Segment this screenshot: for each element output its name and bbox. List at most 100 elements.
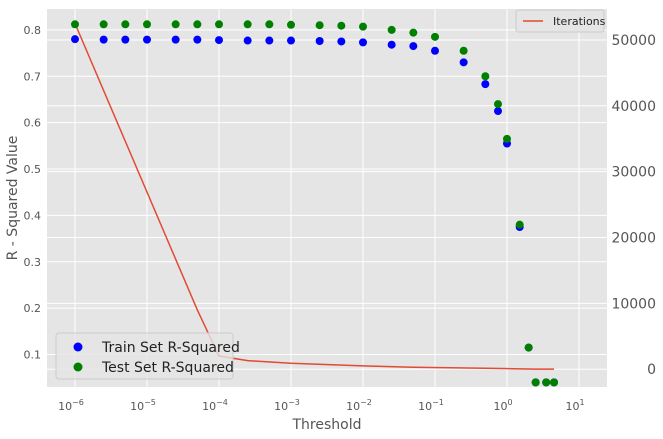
test-point <box>524 343 533 352</box>
x-tick-label: 10−3 <box>274 398 300 413</box>
test-point <box>481 72 490 81</box>
y-tick-label: 0.8 <box>24 24 42 37</box>
y2-tick-label: 40000 <box>611 99 656 115</box>
train-point <box>431 46 439 55</box>
legend-line: Iterations <box>515 9 606 33</box>
test-point <box>459 46 468 55</box>
x-tick-label: 10−4 <box>202 398 228 413</box>
test-point <box>215 20 223 29</box>
test-point <box>121 20 130 29</box>
x-tick-exponent: −1 <box>432 398 444 407</box>
train-point <box>71 35 79 44</box>
test-point <box>550 378 559 387</box>
y-tick-label: 0.7 <box>24 70 42 83</box>
legend-scatter-box <box>55 332 234 380</box>
test-point <box>409 28 418 37</box>
test-point <box>531 378 540 387</box>
legend-line-box <box>515 9 605 33</box>
x-tick-label: 10−6 <box>58 398 84 413</box>
x-axis-label: Threshold <box>292 417 362 433</box>
legend-scatter: Train Set R-Squared Test Set R-Squared <box>55 332 240 380</box>
legend-swatch-test <box>73 362 83 372</box>
train-point <box>193 35 202 44</box>
y2-tick-label: 30000 <box>611 165 656 181</box>
train-point <box>215 36 223 45</box>
train-point <box>171 35 180 44</box>
test-point <box>99 20 108 29</box>
x-tick-base: 10 <box>202 400 216 413</box>
train-point <box>409 42 418 51</box>
x-tick-base: 10 <box>493 400 507 413</box>
test-point <box>542 378 551 387</box>
train-point <box>287 36 295 45</box>
y-tick-label: 0.5 <box>24 163 42 176</box>
train-point <box>315 37 324 45</box>
y-tick-label: 0.2 <box>24 302 42 315</box>
x-tick-base: 10 <box>346 400 360 413</box>
legend-swatch-train <box>73 342 83 352</box>
train-point <box>99 35 108 44</box>
x-tick-base: 10 <box>130 400 144 413</box>
test-point <box>387 25 396 34</box>
plot-area <box>47 9 607 387</box>
test-point <box>337 21 346 30</box>
x-tick-exponent: −6 <box>72 398 84 407</box>
train-point <box>359 38 367 47</box>
y-tick-label: 0.3 <box>24 256 42 269</box>
train-point <box>265 36 274 45</box>
x-tick-exponent: 1 <box>579 398 584 407</box>
y-tick-label: 0.1 <box>24 349 42 362</box>
test-point <box>287 20 295 29</box>
y2-tick-label: 0 <box>647 362 656 378</box>
legend-line-label: Iterations <box>553 15 606 28</box>
x-tick-label: 10−5 <box>130 398 156 413</box>
test-point <box>515 220 524 229</box>
test-point <box>265 20 274 29</box>
test-point <box>143 20 151 29</box>
y-axis-label: R - Squared Value <box>5 136 21 261</box>
test-point <box>315 21 324 30</box>
x-tick-base: 10 <box>58 400 72 413</box>
y2-tick-label: 50000 <box>611 33 656 49</box>
x-tick-base: 10 <box>565 400 579 413</box>
test-point <box>243 20 252 29</box>
x-tick-base: 10 <box>274 400 288 413</box>
train-point <box>387 40 396 49</box>
test-point <box>431 32 439 41</box>
y2-tick-label: 20000 <box>611 231 656 247</box>
train-point <box>337 37 346 46</box>
x-ticks: 10−6 10−5 10−4 10−3 10−2 10−1 100 101 <box>58 398 584 413</box>
test-point <box>494 100 502 109</box>
x-tick-base: 10 <box>418 400 432 413</box>
train-point <box>459 58 468 67</box>
x-tick-exponent: −3 <box>288 398 300 407</box>
test-point <box>71 20 79 29</box>
x-tick-exponent: −5 <box>144 398 156 407</box>
y-tick-label: 0.6 <box>24 117 42 130</box>
x-tick-label: 100 <box>493 398 512 413</box>
train-point <box>494 107 502 116</box>
test-point <box>359 22 367 31</box>
grid <box>47 9 607 387</box>
scatter-series <box>71 20 559 387</box>
x-tick-exponent: 0 <box>507 398 512 407</box>
train-point <box>481 80 490 89</box>
x-tick-exponent: −4 <box>216 398 228 407</box>
train-point <box>243 36 252 45</box>
x-tick-label: 10−1 <box>418 398 444 413</box>
x-tick-exponent: −2 <box>360 398 372 407</box>
y-ticks: 0.1 0.2 0.3 0.4 0.5 0.6 0.7 0.8 <box>24 24 42 362</box>
train-point <box>121 35 130 44</box>
test-point <box>193 20 202 29</box>
x-tick-label: 10−2 <box>346 398 372 413</box>
y-tick-label: 0.4 <box>24 209 42 222</box>
x-tick-label: 101 <box>565 398 584 413</box>
legend-label-test: Test Set R-Squared <box>101 360 234 376</box>
test-point <box>171 20 180 29</box>
legend-label-train: Train Set R-Squared <box>101 340 240 356</box>
train-point <box>143 35 151 44</box>
test-point <box>503 134 511 143</box>
y2-tick-label: 10000 <box>611 296 656 312</box>
y2-ticks: 0 10000 20000 30000 40000 50000 <box>611 33 656 378</box>
